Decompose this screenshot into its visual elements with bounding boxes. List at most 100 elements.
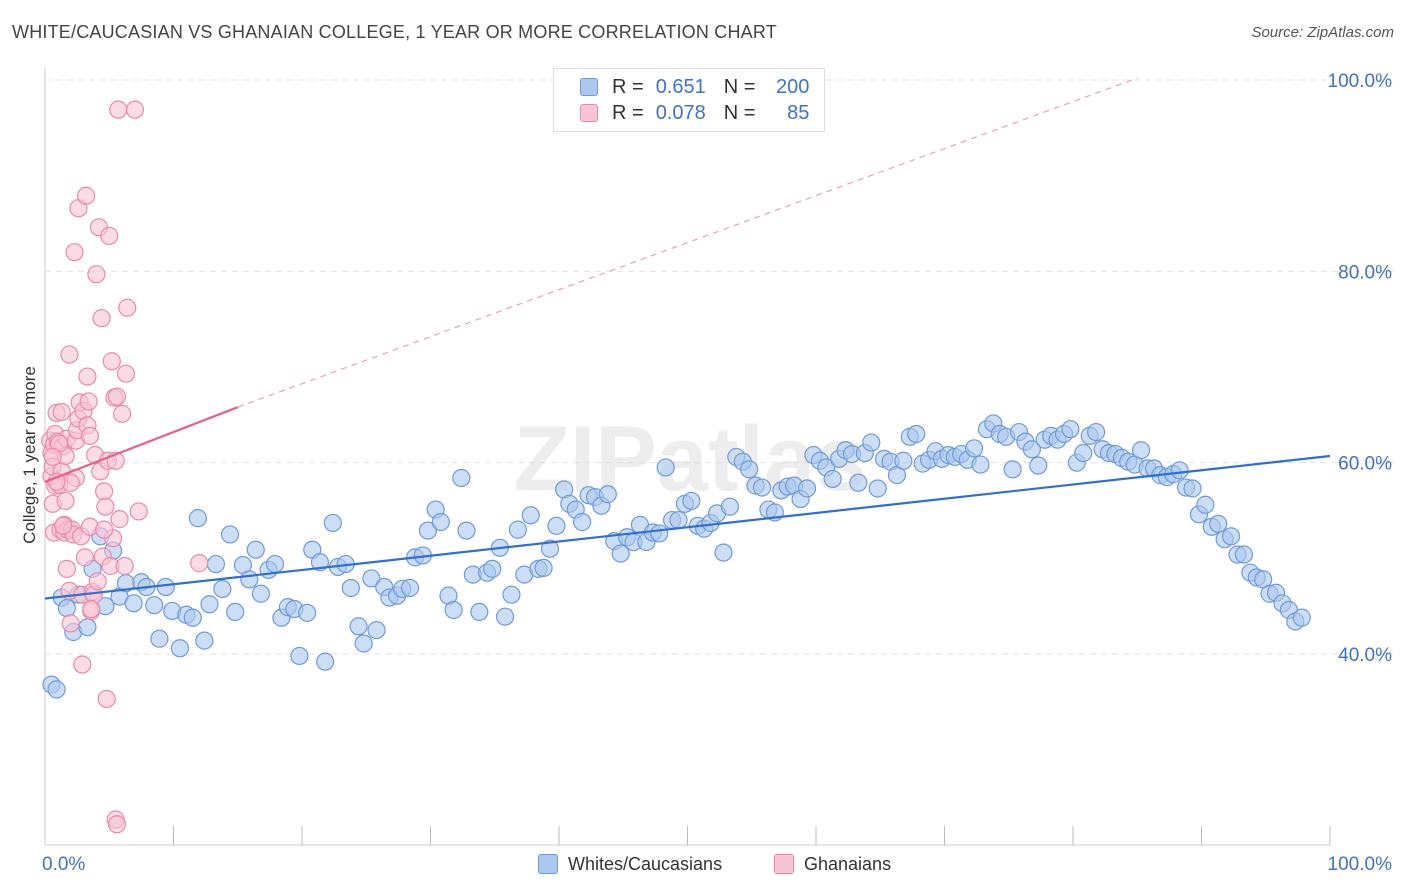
data-point <box>82 599 101 619</box>
data-point <box>124 594 143 613</box>
data-point <box>129 502 148 521</box>
data-point <box>1061 420 1080 439</box>
series-ghanaians <box>41 100 209 834</box>
data-point <box>1022 440 1041 459</box>
legend-n-label: N = <box>723 101 756 124</box>
data-point <box>206 554 226 574</box>
data-point <box>183 608 202 627</box>
grid-lines <box>45 79 1394 655</box>
series-whites-caucasians <box>42 414 1311 699</box>
data-point <box>95 482 114 501</box>
data-point <box>1234 545 1254 564</box>
data-point <box>534 558 553 578</box>
data-point <box>77 186 96 205</box>
data-point <box>1074 444 1093 463</box>
data-point <box>75 548 94 567</box>
data-point <box>190 554 209 573</box>
data-point <box>714 543 733 562</box>
data-point <box>444 600 463 620</box>
data-point <box>502 585 521 604</box>
legend-swatch-pink <box>580 104 598 122</box>
data-point <box>200 595 219 614</box>
data-point <box>73 655 92 674</box>
legend-row-whites: R = 0.651 N = 200 <box>580 74 809 100</box>
data-point <box>107 387 127 406</box>
data-point <box>195 631 214 650</box>
data-point <box>61 614 80 633</box>
chart-title: WHITE/CAUCASIAN VS GHANAIAN COLLEGE, 1 Y… <box>12 22 777 42</box>
data-point <box>290 646 309 666</box>
data-point <box>323 513 342 533</box>
data-point <box>964 439 984 458</box>
data-point <box>310 553 330 572</box>
data-point <box>87 265 106 284</box>
data-point <box>862 433 881 452</box>
data-point <box>521 506 540 525</box>
source-label: Source: ZipAtlas.com <box>1251 24 1394 41</box>
bottom-legend-swatch-blue <box>538 854 558 874</box>
data-point <box>60 345 79 364</box>
data-point <box>97 689 116 709</box>
data-point <box>1170 461 1189 480</box>
data-point <box>349 617 368 636</box>
data-point <box>573 512 592 532</box>
data-point <box>598 485 617 504</box>
data-point <box>547 516 566 535</box>
data-point <box>107 815 127 834</box>
data-point <box>96 497 115 516</box>
bottom-legend-whites[interactable]: Whites/Caucasians <box>538 852 722 876</box>
data-point <box>80 426 100 445</box>
trend-line-whites <box>44 454 1331 600</box>
legend-swatch-blue <box>580 78 598 96</box>
data-point <box>971 455 990 474</box>
data-point <box>457 521 476 540</box>
data-point <box>656 458 675 477</box>
data-point <box>1292 608 1311 627</box>
legend-n-value: 85 <box>787 101 810 124</box>
legend-r-value: 0.078 <box>655 101 706 124</box>
data-point <box>611 544 630 563</box>
data-point <box>213 579 232 599</box>
data-point <box>720 497 740 516</box>
data-point <box>1087 422 1106 442</box>
data-point <box>56 491 75 511</box>
legend-n-value: 200 <box>776 75 810 98</box>
data-point <box>341 578 360 598</box>
bottom-legend-swatch-pink <box>774 854 794 874</box>
data-point <box>125 100 145 119</box>
trend-lines <box>44 77 1331 600</box>
data-point <box>57 559 76 578</box>
bottom-legend-ghanaians[interactable]: Ghanaians <box>774 852 891 876</box>
data-point <box>868 479 887 498</box>
data-point <box>145 596 164 615</box>
bottom-legend-label: Whites/Caucasians <box>568 853 723 874</box>
data-point <box>740 460 759 479</box>
data-point <box>116 364 136 383</box>
x-tick-label: 100.0% <box>1328 854 1393 875</box>
data-point <box>92 309 111 328</box>
data-point <box>240 570 259 589</box>
trend-line-ghanaians <box>44 406 239 483</box>
data-point <box>78 618 97 637</box>
data-point <box>57 598 76 618</box>
data-point <box>1196 495 1215 514</box>
data-point <box>431 512 450 532</box>
data-point <box>110 510 129 529</box>
bottom-legend-label: Ghanaians <box>804 853 892 874</box>
data-point <box>849 473 868 492</box>
data-point <box>79 392 98 411</box>
data-point <box>112 404 132 423</box>
legend-r-value: 0.651 <box>655 75 706 98</box>
data-point <box>251 584 270 603</box>
data-point <box>226 602 245 622</box>
data-point <box>1221 527 1241 546</box>
data-point <box>102 352 121 371</box>
data-point <box>220 525 240 544</box>
data-point <box>1029 456 1048 475</box>
data-point <box>650 524 669 543</box>
y-tick-label: 60.0% <box>1338 454 1392 475</box>
data-point <box>53 516 73 535</box>
data-point <box>367 620 386 640</box>
data-point <box>65 243 84 262</box>
